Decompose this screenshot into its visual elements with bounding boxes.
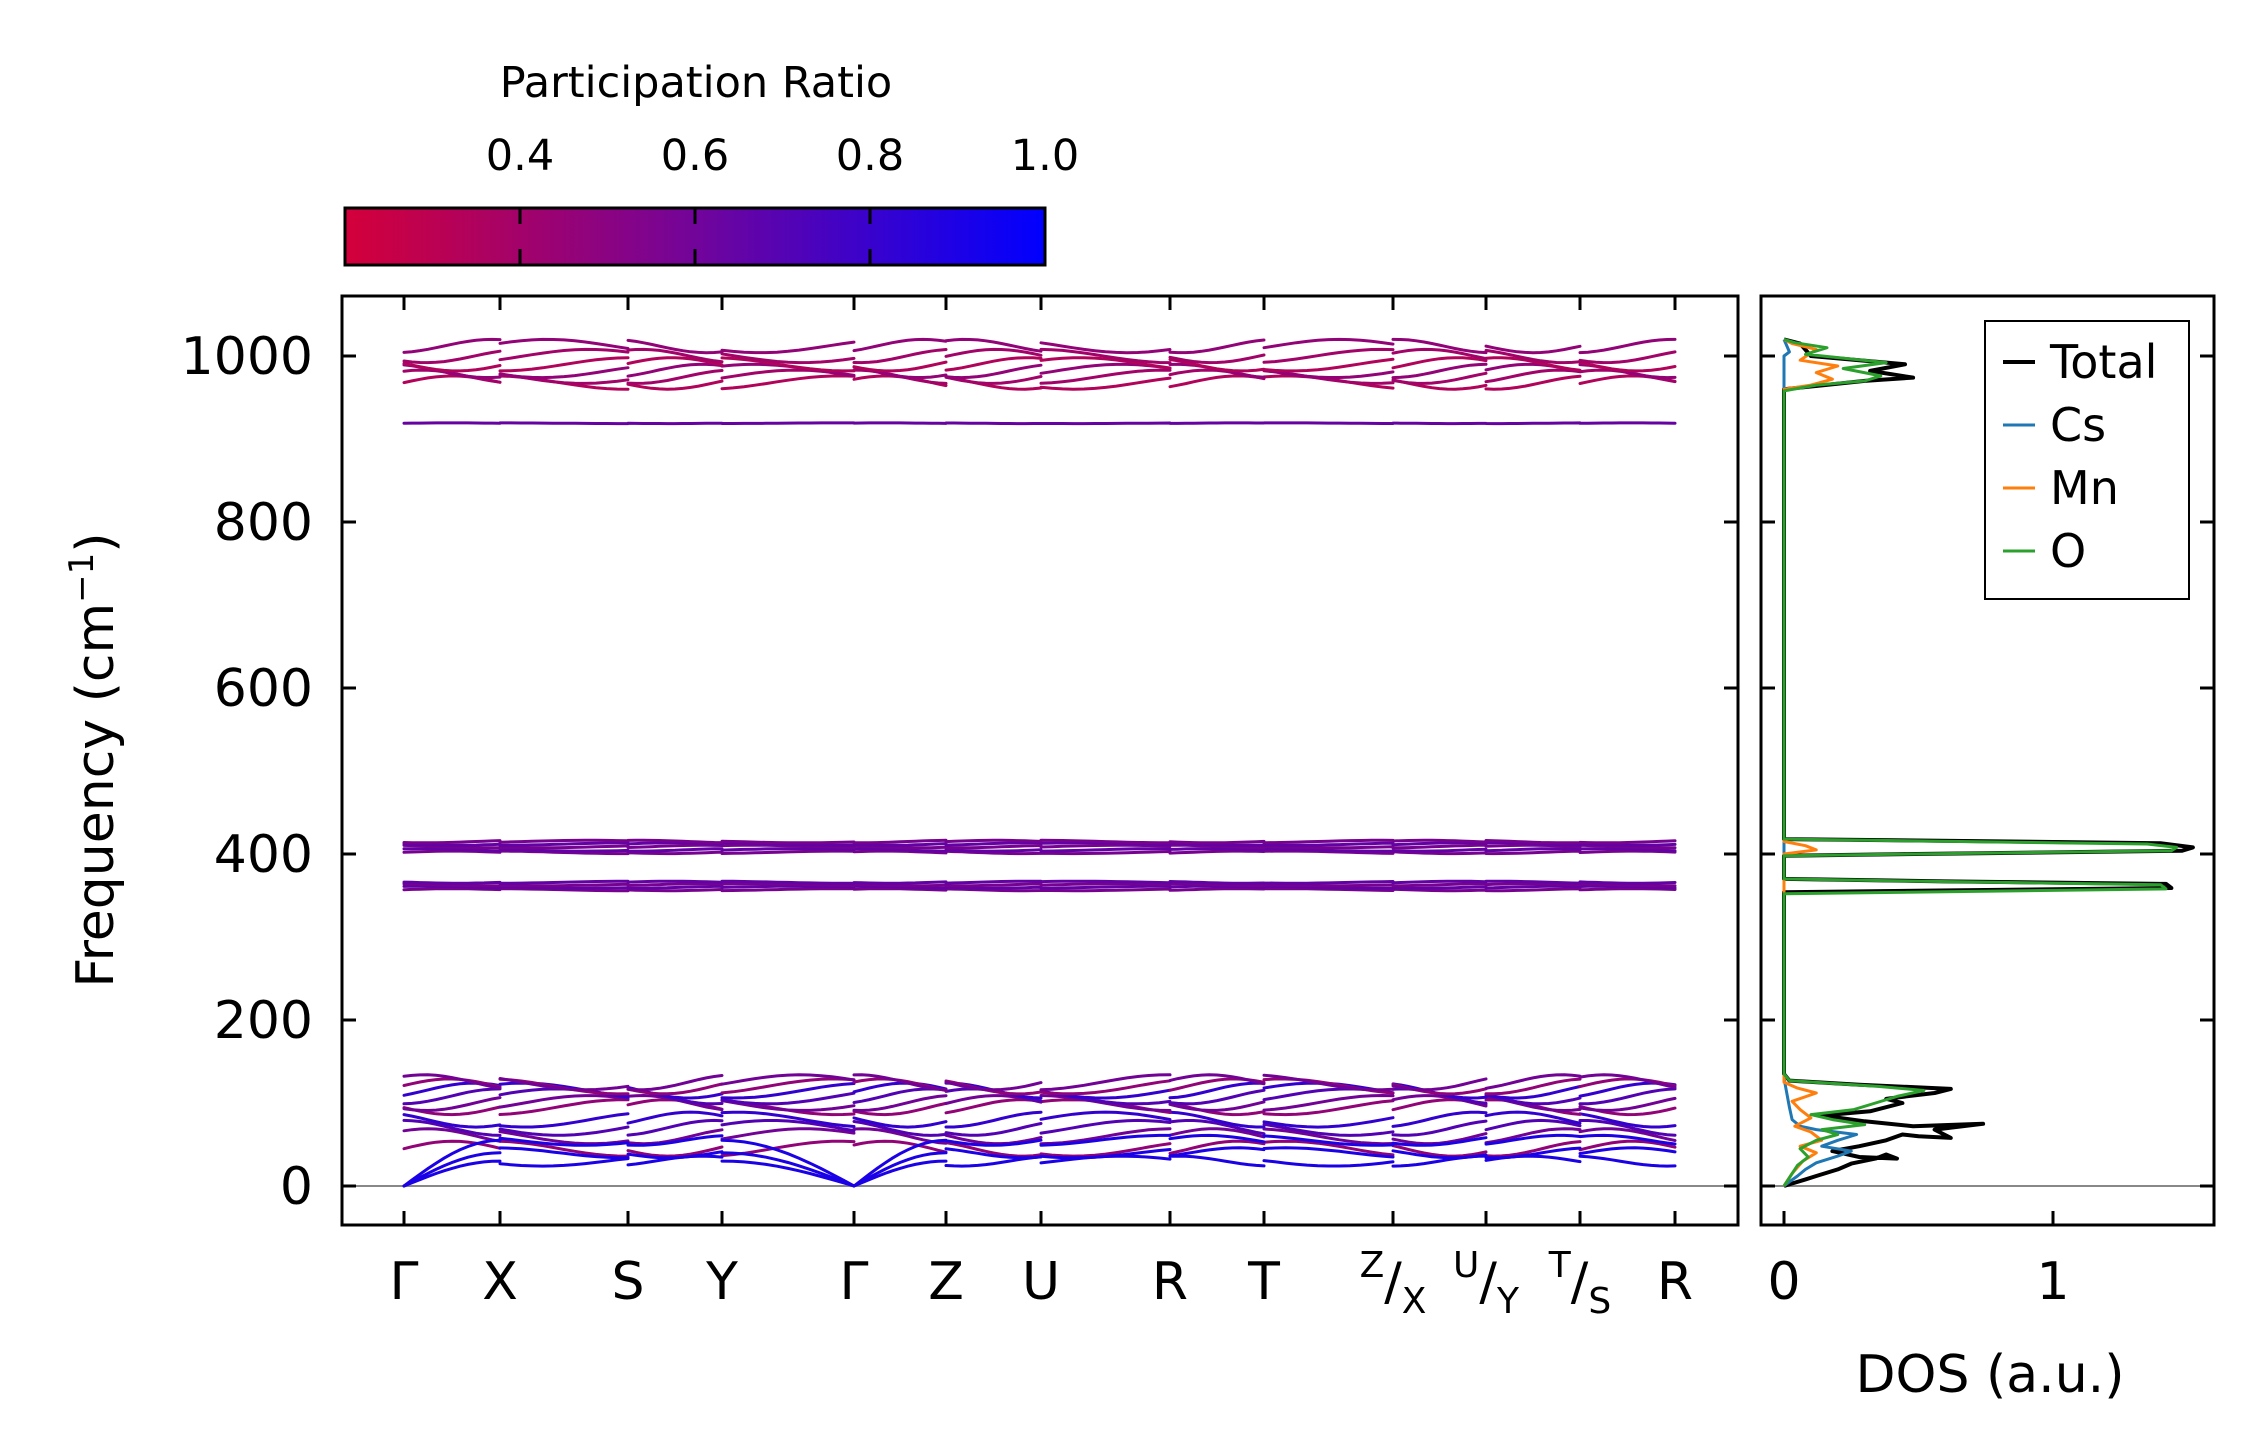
frequency-tick-label: 400 [214,825,313,885]
kpoint-label-combined: U/Y [1453,1245,1520,1322]
kpoint-label-sup: U [1453,1245,1479,1286]
ylabel-main: Frequency (cm [66,603,126,988]
frequency-tick-label: 800 [214,493,313,553]
dos-curve-cs [1782,338,1859,1188]
dos-curve-o [1782,337,2179,1187]
kpoint-label: X [482,1252,518,1312]
colorbar-tick-label: 0.4 [486,131,554,181]
legend-label-mn: Mn [2050,461,2119,515]
colorbar-tick-label: 0.8 [836,131,904,181]
colorbar: Participation Ratio 0.4 0.6 0.8 1.0 [343,58,1079,267]
colorbar-tick-label: 0.6 [661,131,729,181]
phonon-band [402,1110,1677,1129]
kpoint-label-sub: X [1402,1281,1427,1322]
kpoint-label: Z [928,1252,964,1312]
kpoint-label: T [1247,1252,1280,1312]
phonon-band [402,347,1677,365]
kpoint-label-sub: Y [1496,1281,1520,1322]
kpoint-label-sub: S [1588,1281,1611,1322]
kpoint-label: R [1152,1252,1188,1312]
phonon-band [402,1139,1677,1158]
legend-frame [1984,320,2190,600]
dos-tick-label: 0 [1767,1252,1800,1312]
kpoint-label: Γ [840,1252,869,1312]
phonon-band [402,1077,1677,1096]
frequency-tick-label: 1000 [181,327,313,387]
ylabel-superscript: −1 [62,553,102,603]
legend-label-cs: Cs [2050,398,2106,452]
legend-items: Total Cs Mn O [2003,335,2157,578]
frequency-tick-label: 200 [214,991,313,1051]
phonon-band [402,882,1677,888]
kpoint-label-combined: Z/X [1360,1245,1427,1322]
dos-curves [1782,337,2195,1188]
legend-label-total: Total [2049,335,2157,389]
kpoint-label-combined: T/S [1548,1245,1611,1322]
kpoint-label: Γ [390,1252,419,1312]
kpoint-label-slash: / [1571,1252,1589,1312]
frequency-axis-ticks: 0 200 400 600 800 1000 [181,327,1738,1217]
kpoint-label-sup: T [1548,1245,1572,1286]
colorbar-label: Participation Ratio [500,58,893,108]
phonon-band [402,1073,1677,1092]
kpoint-label: R [1657,1252,1693,1312]
frequency-tick-label: 600 [214,659,313,719]
phonon-band [402,843,1677,850]
phonon-band [402,1133,1677,1188]
phonon-band [402,337,1677,355]
phonon-band [402,356,1677,373]
kpoint-label: Y [705,1252,738,1312]
phonon-bands [402,337,1677,1188]
phonon-band [402,1154,1677,1188]
phonon-band [402,838,1677,845]
phonon-band [402,879,1677,885]
colorbar-tick-label: 1.0 [1011,131,1079,181]
kpoint-axis-ticks: Γ X S Y Γ Z U R T Z/XU/YT/S R [390,296,1693,1322]
phonon-band [402,847,1677,853]
phonon-band [402,887,1677,893]
kpoint-label-slash: / [1479,1252,1497,1312]
kpoint-label-slash: / [1384,1252,1402,1312]
phonon-band [402,362,1677,380]
kpoint-label: S [611,1252,644,1312]
ylabel-close: ) [66,532,126,552]
dos-frame [1759,294,2216,1227]
frequency-tick-label: 0 [280,1157,313,1217]
colorbar-ticks: 0.4 0.6 0.8 1.0 [486,131,1079,265]
dos-legend: Total Cs Mn O [1984,320,2190,600]
phonon-band [402,1118,1677,1137]
dos-tick-label: 1 [2036,1252,2069,1312]
legend-label-o: O [2050,524,2086,578]
kpoint-label: U [1022,1252,1060,1312]
kpoint-label-sup: Z [1360,1245,1385,1286]
dos-curve-mn [1782,338,1840,1187]
frequency-axis-title: Frequency (cm−1) [62,532,126,987]
phonon-band [402,421,1677,426]
dos-axis-title: DOS (a.u.) [1856,1345,2125,1405]
